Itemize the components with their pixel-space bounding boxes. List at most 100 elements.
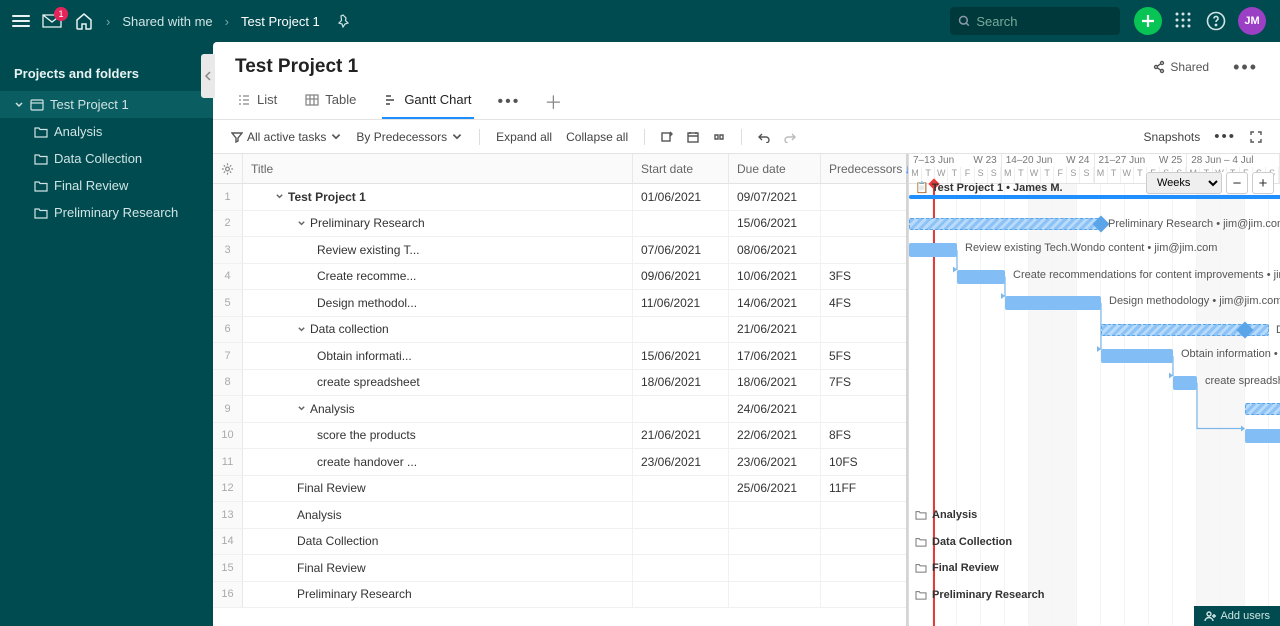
row-pred[interactable]: 7FS [821,370,906,396]
snapshots-button[interactable]: Snapshots [1144,130,1201,144]
grid-row[interactable]: 8create spreadsheet18/06/202118/06/20217… [213,370,906,397]
row-start[interactable]: 09/06/2021 [633,264,729,290]
tab-gantt[interactable]: Gantt Chart [382,84,473,119]
grid-row[interactable]: 14Data Collection [213,529,906,556]
gantt-summary-bar[interactable]: Preliminary Research • jim@jim.com [909,218,1101,230]
collapse-sidebar-handle[interactable] [201,54,215,98]
row-start[interactable] [633,582,729,608]
row-due[interactable]: 21/06/2021 [729,317,821,343]
timeline-folder-row[interactable]: Preliminary Research [915,589,1045,601]
row-title[interactable]: Create recomme... [243,264,633,290]
row-pred[interactable] [821,237,906,263]
row-pred[interactable] [821,502,906,528]
row-title[interactable]: Data Collection [243,529,633,555]
home-icon[interactable] [74,11,94,31]
grid-row[interactable]: 6Data collection21/06/2021 [213,317,906,344]
row-start[interactable] [633,529,729,555]
sidebar-project[interactable]: Test Project 1 [0,91,213,118]
row-pred[interactable] [821,211,906,237]
sort-button[interactable]: By Predecessors [356,130,463,144]
sidebar-folder[interactable]: Data Collection [0,145,213,172]
tab-list[interactable]: List [235,84,279,119]
undo-button[interactable] [758,131,770,143]
grid-row[interactable]: 10score the products21/06/202122/06/2021… [213,423,906,450]
row-pred[interactable]: 8FS [821,423,906,449]
row-pred[interactable]: 10FS [821,449,906,475]
row-start[interactable]: 21/06/2021 [633,423,729,449]
gantt-task-bar[interactable]: create spreadsheet • frank@frank.com [1173,376,1197,390]
grid-row[interactable]: 9Analysis24/06/2021 [213,396,906,423]
row-due[interactable]: 24/06/2021 [729,396,821,422]
row-title[interactable]: Obtain informati... [243,343,633,369]
row-due[interactable] [729,582,821,608]
row-pred[interactable] [821,529,906,555]
create-button[interactable] [1134,7,1162,35]
apps-icon[interactable] [1174,11,1194,31]
row-title[interactable]: Preliminary Research [243,211,633,237]
grid-row[interactable]: 12Final Review25/06/202111FF [213,476,906,503]
user-avatar[interactable]: JM [1238,7,1266,35]
row-due[interactable]: 08/06/2021 [729,237,821,263]
row-start[interactable]: 18/06/2021 [633,370,729,396]
gantt-task-bar[interactable]: Obtain information • frank@frank.com [1101,349,1173,363]
zoom-in-button[interactable]: + [1252,172,1274,194]
search-box[interactable] [950,7,1120,35]
grid-row[interactable]: 5Design methodol...11/06/202114/06/20214… [213,290,906,317]
grid-row[interactable]: 2Preliminary Research15/06/2021 [213,211,906,238]
grid-row[interactable]: 3Review existing T...07/06/202108/06/202… [213,237,906,264]
row-pred[interactable]: 3FS [821,264,906,290]
timeline-folder-row[interactable]: Data Collection [915,536,1012,548]
row-start[interactable] [633,476,729,502]
row-title[interactable]: Review existing T... [243,237,633,263]
help-icon[interactable] [1206,11,1226,31]
row-start[interactable] [633,555,729,581]
grid-row[interactable]: 11create handover ...23/06/202123/06/202… [213,449,906,476]
row-title[interactable]: Design methodol... [243,290,633,316]
row-due[interactable] [729,555,821,581]
row-title[interactable]: Final Review [243,476,633,502]
row-start[interactable]: 01/06/2021 [633,184,729,210]
row-title[interactable]: score the products [243,423,633,449]
toolbar-more-icon[interactable]: ••• [1214,128,1236,145]
row-start[interactable] [633,502,729,528]
row-title[interactable]: create handover ... [243,449,633,475]
redo-button[interactable] [784,131,796,143]
add-users-button[interactable]: Add users [1194,606,1280,626]
timescale-select[interactable]: Weeks [1146,172,1222,194]
fullscreen-icon[interactable] [1250,131,1262,143]
tabs-more-icon[interactable]: ••• [498,93,521,111]
row-due[interactable]: 22/06/2021 [729,423,821,449]
breadcrumb-current[interactable]: Test Project 1 [241,14,320,29]
row-pred[interactable] [821,184,906,210]
gantt-timeline[interactable]: 7–13 JunW 23MTWTFSS14–20 JunW 24MTWTFSS2… [908,154,1280,626]
row-title[interactable]: Preliminary Research [243,582,633,608]
more-menu-icon[interactable]: ••• [1233,57,1258,78]
gantt-task-bar[interactable]: Create recommendations for content impro… [957,270,1005,284]
row-due[interactable]: 14/06/2021 [729,290,821,316]
row-due[interactable]: 25/06/2021 [729,476,821,502]
row-title[interactable]: Final Review [243,555,633,581]
breadcrumb-parent[interactable]: Shared with me [122,14,212,29]
timeline-folder-row[interactable]: Final Review [915,562,999,574]
row-pred[interactable] [821,396,906,422]
row-start[interactable]: 11/06/2021 [633,290,729,316]
row-start[interactable]: 15/06/2021 [633,343,729,369]
add-view-button[interactable]: ＋ [544,89,562,115]
row-due[interactable]: 18/06/2021 [729,370,821,396]
row-due[interactable]: 17/06/2021 [729,343,821,369]
row-start[interactable] [633,396,729,422]
row-start[interactable] [633,211,729,237]
search-input[interactable] [976,14,1112,29]
filter-button[interactable]: All active tasks [231,130,342,144]
grid-row[interactable]: 1Test Project 101/06/202109/07/2021 [213,184,906,211]
row-pred[interactable] [821,317,906,343]
grid-row[interactable]: 15Final Review [213,555,906,582]
menu-icon[interactable] [12,15,30,27]
row-pred[interactable]: 4FS [821,290,906,316]
col-predecessors[interactable]: Predecessors ↓ [821,154,906,183]
gantt-task-bar[interactable]: score the products • fred@fred.com [1245,429,1280,443]
row-due[interactable]: 15/06/2021 [729,211,821,237]
timeline-folder-row[interactable]: Analysis [915,509,977,521]
row-due[interactable] [729,502,821,528]
row-due[interactable]: 09/07/2021 [729,184,821,210]
